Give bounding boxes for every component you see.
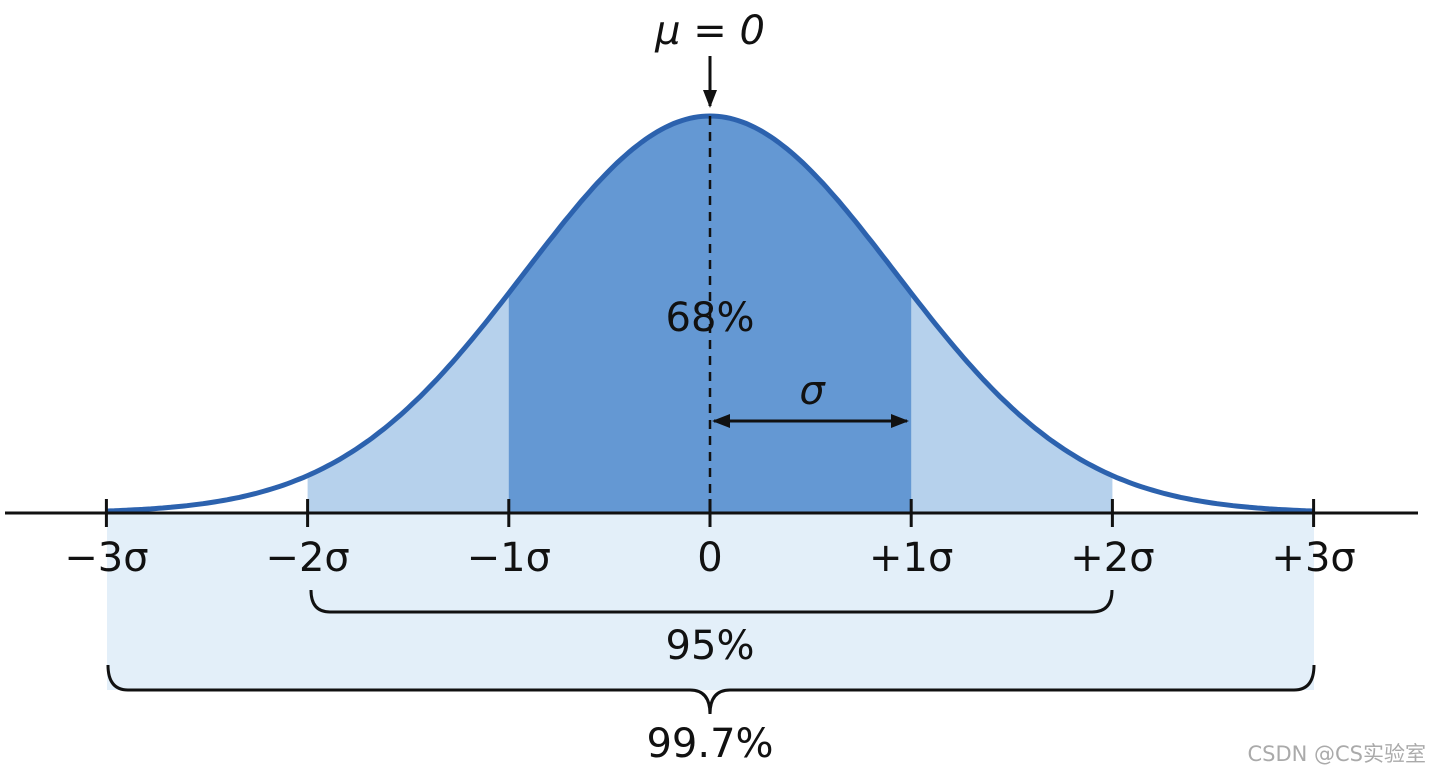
tick-label: +3σ (1271, 535, 1355, 581)
tick-label: −1σ (467, 535, 551, 581)
axis-ticks: −3σ −2σ −1σ 0 +1σ +2σ +3σ (64, 499, 1356, 581)
tick-label: −3σ (64, 535, 148, 581)
mean-label: μ = 0 (654, 8, 765, 54)
tick-label: −2σ (265, 535, 349, 581)
tick-label: +2σ (1070, 535, 1154, 581)
tick-label: 0 (697, 535, 722, 581)
two-sigma-label: 95% (666, 623, 755, 669)
center-percent: 68% (666, 295, 755, 341)
three-sigma-label: 99.7% (646, 721, 773, 767)
sigma-label: σ (799, 368, 826, 414)
tick-label: +1σ (869, 535, 953, 581)
range-band (107, 513, 1314, 690)
bracket-99 (106, 664, 1316, 715)
watermark: CSDN @CS实验室 (1247, 742, 1426, 766)
bracket-95 (309, 589, 1114, 614)
